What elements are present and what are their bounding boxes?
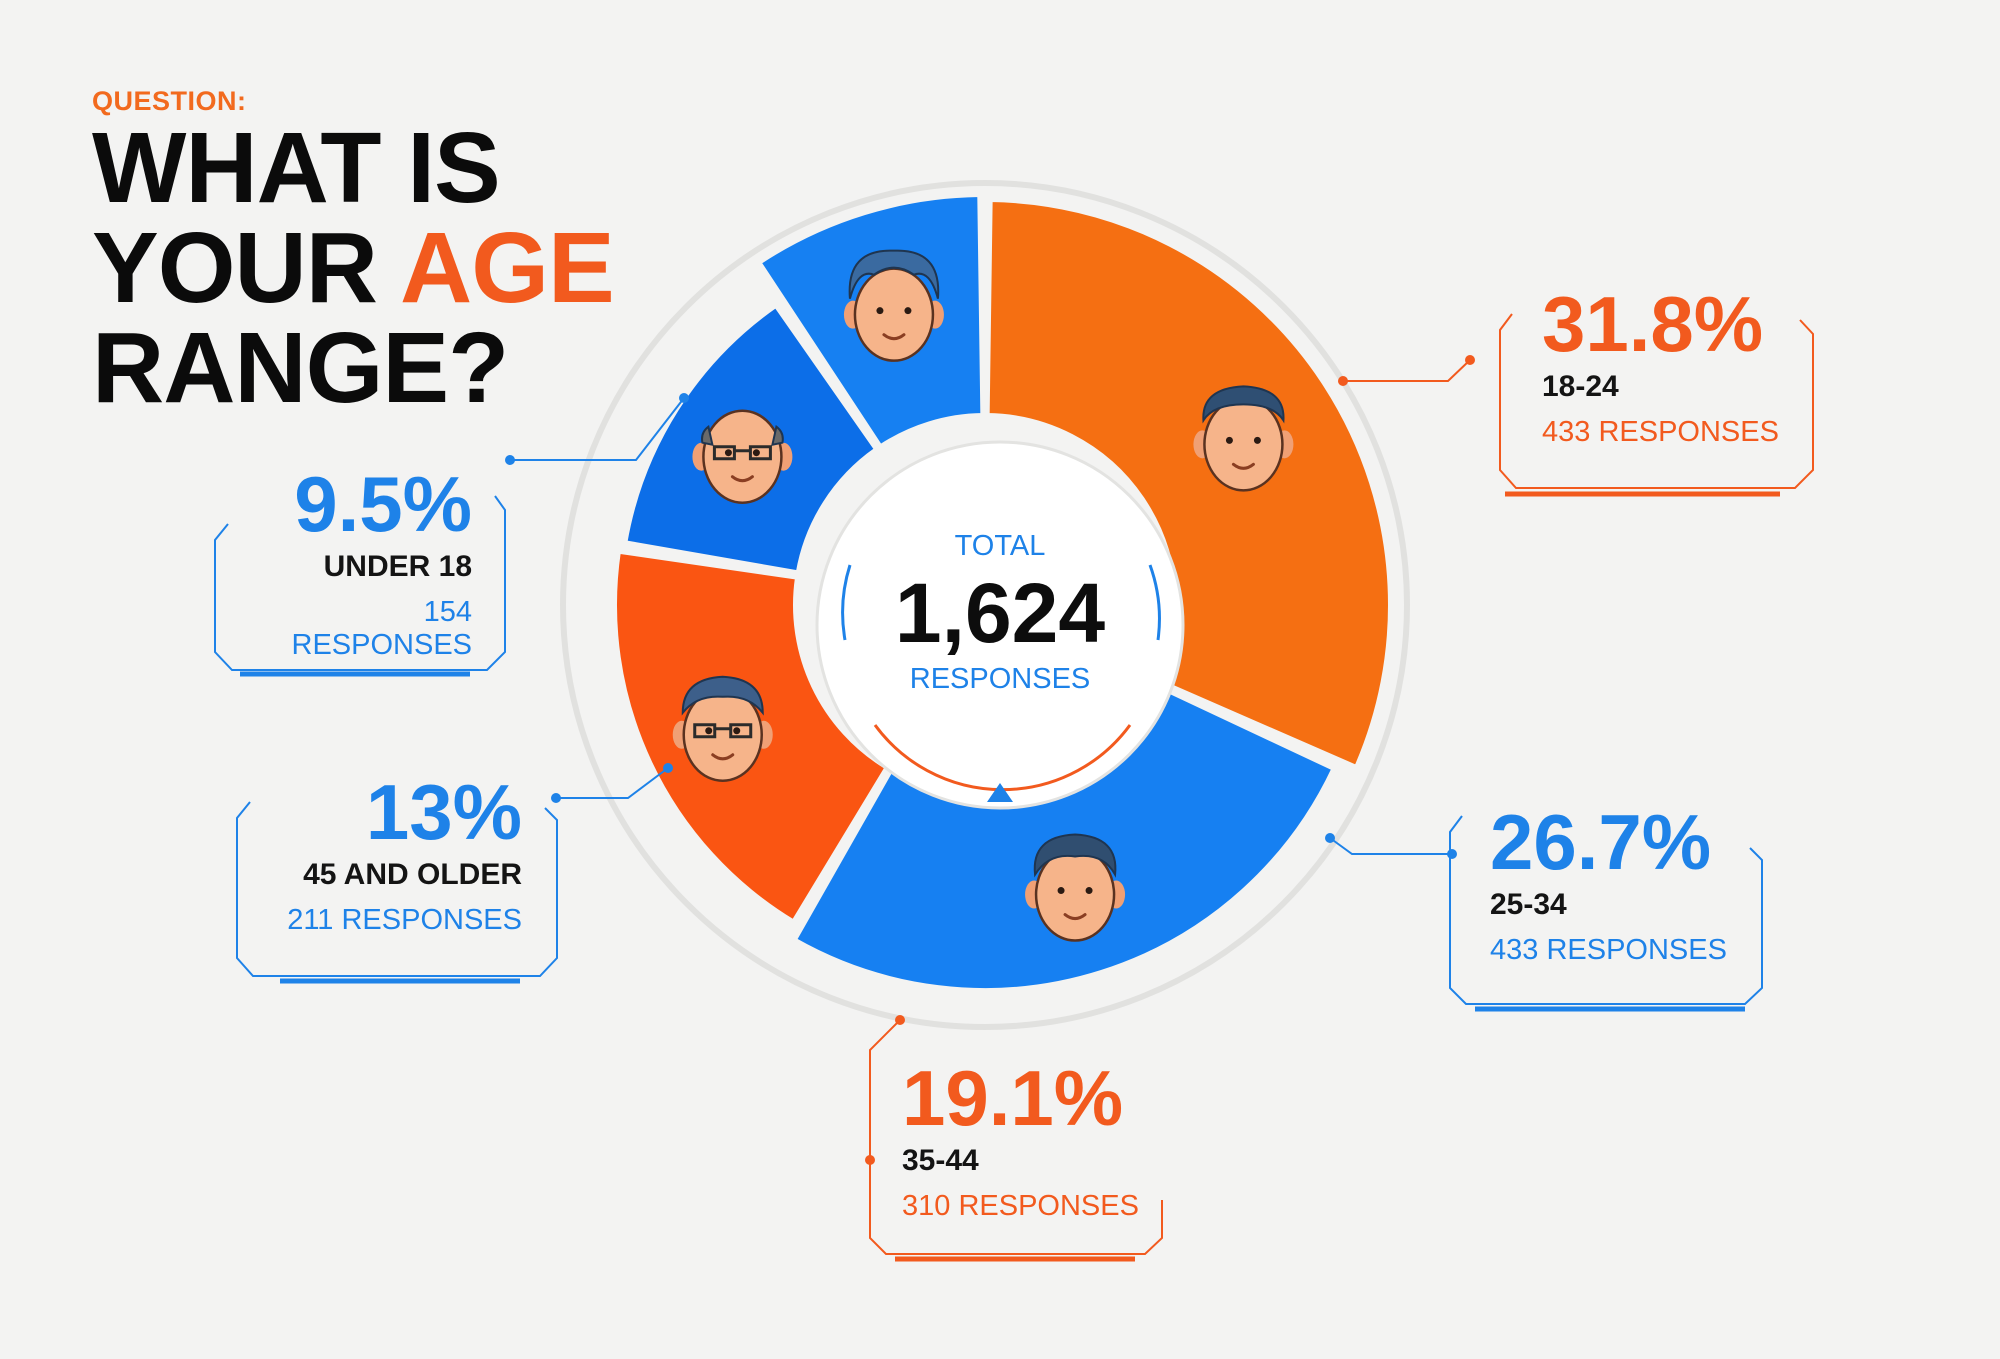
cat-18-24: 18-24 bbox=[1542, 370, 1619, 403]
page-title: WHAT IS YOUR AGE RANGE? bbox=[92, 112, 615, 424]
connector-dot-18-24-0 bbox=[1338, 376, 1348, 386]
pct-18-24: 31.8% bbox=[1542, 280, 1764, 368]
cat-35-44: 35-44 bbox=[902, 1144, 979, 1177]
total-label: TOTAL bbox=[954, 530, 1046, 562]
center-arc-blue bbox=[841, 564, 852, 641]
boy-face-icon bbox=[842, 249, 946, 363]
card-frame-under-18 bbox=[214, 495, 506, 677]
connector-25-34 bbox=[1329, 837, 1452, 855]
card-frame-45-older bbox=[236, 801, 558, 984]
connector-dot-18-24-1 bbox=[1465, 355, 1475, 365]
card-frame-35-44 bbox=[869, 1050, 1163, 1262]
title-line-2-text: YOUR bbox=[92, 212, 400, 324]
title-line-2: YOUR AGE bbox=[92, 218, 615, 318]
connector-dot-45-older-0 bbox=[663, 763, 673, 773]
connector-dot-under-18-0 bbox=[679, 393, 689, 403]
young-man-face-icon bbox=[1191, 385, 1295, 492]
resp-under-18: 154 RESPONSES bbox=[291, 596, 473, 661]
card-frame-18-24 bbox=[1499, 313, 1814, 497]
connector-dot-under-18-1 bbox=[505, 455, 515, 465]
center-arc-blue-right bbox=[1148, 564, 1161, 641]
total-unit: RESPONSES bbox=[909, 663, 1091, 695]
man-with-glasses-face-icon bbox=[671, 675, 775, 783]
connector-dot-25-34-1 bbox=[1447, 849, 1457, 859]
connector-45-older bbox=[556, 767, 669, 799]
pct-45-older: 13% bbox=[365, 768, 522, 856]
cat-under-18: UNDER 18 bbox=[323, 550, 472, 583]
connector-18-24 bbox=[1343, 359, 1471, 382]
center-label: TOTAL 1,624 RESPONSES bbox=[820, 530, 1180, 696]
connector-35-44 bbox=[869, 1019, 901, 1160]
cat-25-34: 25-34 bbox=[1490, 888, 1567, 921]
center-triangle-icon bbox=[987, 783, 1013, 802]
card-25-34: 26.7% 25-34 433 RESPONSES bbox=[1490, 800, 1727, 967]
card-45-older: 13% 45 AND OLDER 211 RESPONSES bbox=[282, 770, 522, 937]
connector-dot-35-44-0 bbox=[895, 1015, 905, 1025]
connector-under-18 bbox=[510, 397, 685, 461]
card-18-24: 31.8% 18-24 433 RESPONSES bbox=[1542, 282, 1779, 449]
pct-under-18: 9.5% bbox=[294, 460, 472, 548]
question-label: QUESTION: bbox=[92, 86, 247, 116]
card-under-18: 9.5% UNDER 18 154 RESPONSES bbox=[240, 460, 473, 662]
segment-18-24 bbox=[985, 198, 1392, 770]
pct-25-34: 26.7% bbox=[1490, 798, 1712, 886]
resp-35-44: 310 RESPONSES bbox=[902, 1190, 1139, 1222]
pct-35-44: 19.1% bbox=[902, 1054, 1124, 1142]
resp-45-older: 211 RESPONSES bbox=[287, 904, 522, 936]
center-circle bbox=[815, 440, 1185, 810]
card-frame-25-34 bbox=[1449, 815, 1763, 1012]
title-line-1: WHAT IS bbox=[92, 112, 501, 224]
total-value: 1,624 bbox=[894, 566, 1106, 660]
title-accent-age: AGE bbox=[400, 212, 615, 324]
card-35-44: 19.1% 35-44 310 RESPONSES bbox=[902, 1056, 1139, 1223]
outer-ring bbox=[560, 180, 1410, 1030]
resp-18-24: 433 RESPONSES bbox=[1542, 416, 1779, 448]
bald-man-with-glasses-face-icon bbox=[690, 409, 794, 505]
title-line-3: RANGE? bbox=[92, 312, 509, 424]
resp-25-34: 433 RESPONSES bbox=[1490, 934, 1727, 966]
cat-45-older: 45 AND OLDER bbox=[303, 858, 522, 891]
connector-dot-25-34-0 bbox=[1325, 833, 1335, 843]
smiling-man-face-icon bbox=[1023, 833, 1127, 943]
connector-dot-45-older-1 bbox=[551, 793, 561, 803]
